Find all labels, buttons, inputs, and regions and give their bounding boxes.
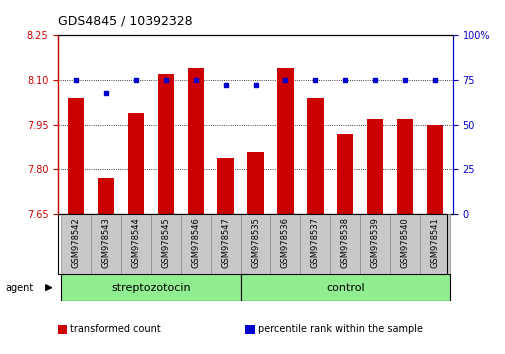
Bar: [91, 214, 121, 274]
Text: GSM978538: GSM978538: [340, 217, 349, 268]
Bar: [68, 98, 84, 214]
Text: GSM978546: GSM978546: [191, 217, 200, 268]
Text: GSM978540: GSM978540: [400, 217, 409, 268]
Text: streptozotocin: streptozotocin: [111, 282, 190, 293]
Text: GDS4845 / 10392328: GDS4845 / 10392328: [58, 14, 192, 27]
Bar: [307, 98, 323, 214]
Text: GSM978537: GSM978537: [310, 217, 319, 268]
Text: GSM978543: GSM978543: [102, 217, 110, 268]
Bar: [419, 214, 449, 274]
Bar: [217, 158, 233, 214]
Bar: [366, 119, 383, 214]
Bar: [270, 214, 300, 274]
Text: GSM978547: GSM978547: [221, 217, 230, 268]
Bar: [247, 152, 263, 214]
Text: transformed count: transformed count: [70, 324, 161, 334]
Bar: [121, 214, 150, 274]
Text: GSM978541: GSM978541: [430, 217, 438, 268]
Bar: [336, 134, 353, 214]
Bar: [426, 125, 442, 214]
Bar: [240, 274, 449, 301]
Bar: [127, 113, 144, 214]
Bar: [389, 214, 419, 274]
Bar: [157, 74, 174, 214]
Text: GSM978542: GSM978542: [72, 217, 80, 268]
Bar: [187, 68, 204, 214]
Bar: [210, 214, 240, 274]
Bar: [330, 214, 360, 274]
Bar: [300, 214, 330, 274]
Bar: [360, 214, 389, 274]
Text: GSM978536: GSM978536: [280, 217, 289, 268]
Text: GSM978539: GSM978539: [370, 217, 379, 268]
Text: percentile rank within the sample: percentile rank within the sample: [257, 324, 422, 334]
Text: GSM978544: GSM978544: [131, 217, 140, 268]
Bar: [61, 214, 91, 274]
Bar: [277, 68, 293, 214]
Text: GSM978545: GSM978545: [161, 217, 170, 268]
Bar: [396, 119, 413, 214]
Bar: [97, 178, 114, 214]
Bar: [240, 214, 270, 274]
Bar: [150, 214, 180, 274]
Text: GSM978535: GSM978535: [250, 217, 260, 268]
Bar: [180, 214, 210, 274]
Bar: [61, 274, 240, 301]
Text: agent: agent: [5, 282, 33, 293]
Text: control: control: [325, 282, 364, 293]
